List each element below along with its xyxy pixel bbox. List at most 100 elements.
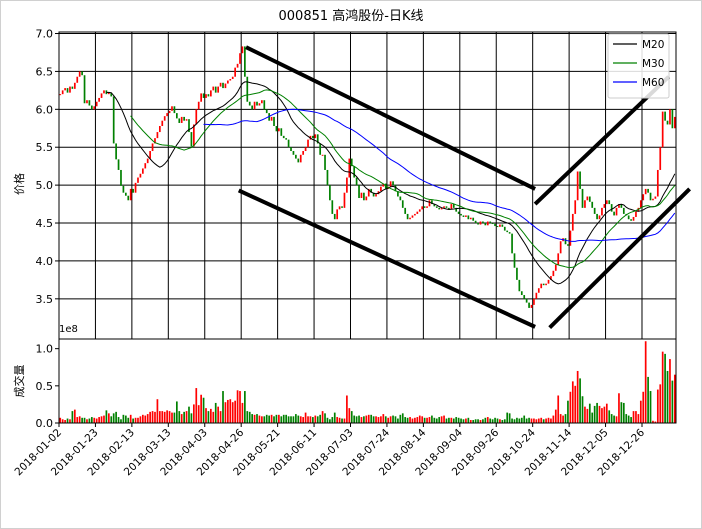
legend-label: M60 <box>642 77 664 89</box>
candle <box>431 200 433 205</box>
volume-bar <box>156 399 159 423</box>
candle <box>224 83 227 89</box>
candle <box>312 135 314 139</box>
volume-bar <box>579 378 581 423</box>
moving-averages <box>106 81 676 285</box>
volume-bar <box>132 418 134 423</box>
volume-bar <box>644 341 647 423</box>
legend: M20 M30 M60 <box>607 33 670 99</box>
volume-bar <box>642 391 645 423</box>
volume-bar <box>88 418 91 423</box>
candle <box>584 200 586 208</box>
volume-bar <box>486 417 489 423</box>
volume-bar <box>207 411 210 423</box>
volume-bar <box>620 402 623 423</box>
candle <box>168 110 171 114</box>
candle <box>261 100 263 104</box>
candle <box>479 221 482 225</box>
volume-bar <box>469 420 472 423</box>
volume-bar <box>61 419 64 423</box>
volume-bar <box>236 390 239 423</box>
price-tick-label: 6.0 <box>36 103 54 116</box>
candle <box>494 223 496 227</box>
volume-bar <box>348 408 351 423</box>
volume-bar <box>372 416 375 423</box>
volume-bar <box>227 399 229 423</box>
volume-bar <box>363 416 365 423</box>
candle <box>122 185 125 193</box>
candle <box>559 241 562 254</box>
volume-bar <box>588 403 591 423</box>
candle <box>661 111 664 148</box>
volume-bar <box>613 415 615 423</box>
volume-bar <box>261 416 263 423</box>
volume-bar <box>569 391 572 423</box>
volume-bar <box>219 411 222 423</box>
legend-label: M30 <box>642 58 664 70</box>
volume-bar <box>71 411 74 423</box>
candle <box>358 185 360 199</box>
volume-bar <box>329 419 331 423</box>
volume-bar <box>346 395 348 423</box>
volume-bar <box>630 417 632 423</box>
volume-bar <box>411 418 414 423</box>
volume-bar <box>253 414 256 423</box>
volume-bar <box>353 415 356 423</box>
volume-bar <box>248 411 251 423</box>
candle <box>414 213 416 216</box>
volume-bar <box>171 412 173 423</box>
volume-bar <box>103 415 105 423</box>
volume-bar <box>554 409 557 423</box>
candle <box>202 93 205 98</box>
candle <box>141 168 144 174</box>
volume-bar <box>193 404 195 423</box>
candle <box>384 183 387 189</box>
volume-bar <box>163 411 166 423</box>
candle <box>115 143 117 160</box>
candle <box>440 207 443 210</box>
volume-bar <box>360 417 363 423</box>
volume-bar <box>523 415 526 423</box>
volume-bar <box>530 418 533 423</box>
candle <box>178 118 181 123</box>
grid <box>58 32 676 339</box>
candle <box>73 82 76 89</box>
volume-bar <box>671 380 674 423</box>
candle <box>576 171 579 201</box>
volume-bar <box>440 416 443 423</box>
candle <box>438 207 441 210</box>
volume-bar <box>78 416 81 423</box>
candle <box>372 192 375 197</box>
volume-bar <box>107 413 110 423</box>
volume-bar <box>367 414 370 423</box>
candle <box>139 173 142 178</box>
candle <box>537 288 540 293</box>
volume-bar <box>375 416 377 423</box>
volume-bar <box>292 416 295 423</box>
candle <box>605 200 608 205</box>
volume-tick-label: 0.0 <box>36 417 54 430</box>
candle <box>66 88 69 93</box>
candle <box>401 200 404 208</box>
volume-bar <box>93 417 96 423</box>
candle <box>382 183 385 187</box>
volume-bar <box>414 417 416 423</box>
volume-bar <box>180 414 183 423</box>
volume-bar <box>571 381 574 423</box>
candle <box>212 86 215 91</box>
candle <box>564 238 567 245</box>
candle <box>666 120 669 125</box>
volume-bar <box>282 414 285 423</box>
volume-bar <box>105 410 108 423</box>
volume-bar <box>423 417 426 423</box>
volume-bar <box>185 411 188 423</box>
volume-bar <box>205 408 207 423</box>
candle <box>129 188 132 201</box>
volume-bar <box>333 412 336 423</box>
volume-bar <box>445 418 448 423</box>
volume-bar <box>270 414 273 423</box>
volume-bar <box>280 416 283 423</box>
candle <box>418 209 421 212</box>
candle <box>596 213 598 220</box>
candle <box>416 211 419 214</box>
